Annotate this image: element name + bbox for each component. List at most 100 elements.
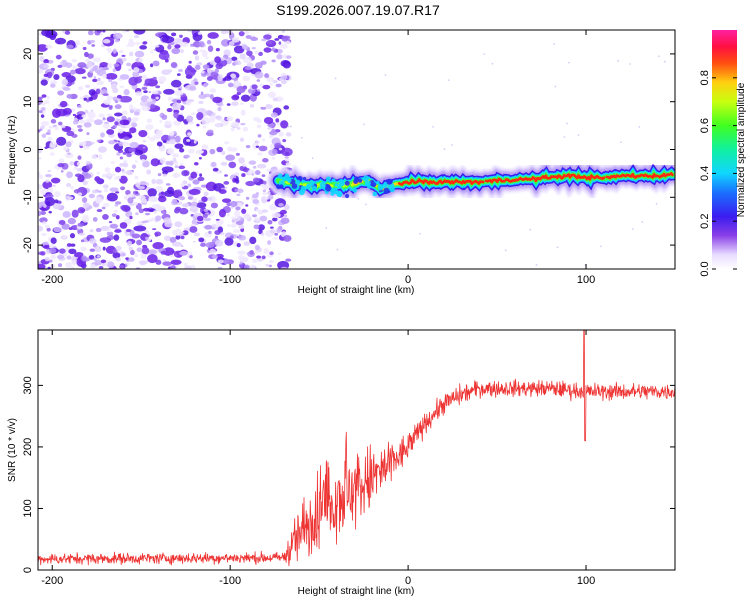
noise-speckle [44, 257, 50, 262]
noise-speckle [103, 99, 112, 106]
noise-speckle [253, 117, 260, 122]
noise-speckle [114, 229, 122, 233]
noise-speckle [246, 50, 253, 57]
noise-speckle [253, 250, 260, 254]
noise-speckle [272, 97, 279, 102]
noise-speckle [38, 149, 42, 154]
noise-speckle [247, 169, 256, 175]
noise-speckle [56, 136, 67, 146]
noise-speckle [161, 210, 166, 214]
track-speckle [331, 178, 336, 183]
noise-speckle [112, 48, 117, 54]
noise-speckle [142, 140, 147, 143]
track-core-segment [654, 174, 659, 178]
noise-speckle [214, 230, 221, 236]
noise-speckle [281, 147, 293, 157]
noise-speckle [138, 260, 148, 265]
noise-speckle [50, 83, 56, 88]
noise-speckle [106, 192, 118, 202]
noise-speckle [237, 188, 244, 193]
track-speckle [311, 185, 317, 191]
noise-speckle [133, 35, 140, 39]
noise-speckle [83, 122, 92, 128]
noise-speckle [47, 129, 51, 134]
noise-speckle [286, 55, 292, 59]
noise-speckle [261, 38, 267, 42]
noise-speckle [109, 187, 119, 192]
noise-speckle [102, 39, 111, 44]
noise-speckle [196, 62, 203, 66]
noise-speckle [365, 203, 367, 206]
noise-speckle [40, 114, 45, 118]
noise-speckle [141, 74, 148, 80]
noise-speckle [118, 128, 124, 134]
noise-speckle [118, 141, 124, 147]
noise-speckle [123, 160, 128, 164]
noise-speckle [236, 242, 241, 248]
noise-speckle [121, 168, 125, 172]
noise-speckle [174, 135, 181, 143]
noise-speckle [259, 215, 268, 222]
noise-speckle [147, 136, 151, 139]
noise-speckle [245, 144, 251, 149]
noise-speckle [96, 171, 100, 175]
noise-speckle [65, 261, 72, 269]
noise-speckle [103, 187, 109, 193]
noise-speckle [128, 68, 132, 72]
noise-speckle [93, 119, 103, 126]
noise-speckle [131, 233, 141, 239]
track-speckle [387, 179, 393, 185]
track-core-segment [661, 172, 666, 178]
noise-speckle [44, 224, 50, 229]
noise-speckle [245, 34, 252, 39]
noise-speckle [147, 249, 158, 255]
noise-speckle [123, 136, 130, 141]
noise-speckle [77, 105, 82, 109]
noise-speckle [241, 173, 246, 177]
noise-speckle [211, 226, 215, 230]
noise-speckle [241, 208, 247, 214]
noise-speckle [135, 181, 141, 188]
noise-speckle [125, 228, 132, 232]
noise-speckle [363, 123, 365, 126]
noise-speckle [82, 202, 90, 208]
snr-chart: -200 -100 0 100 0 100 200 300 Height of straig… [7, 329, 676, 597]
noise-speckle [283, 105, 290, 110]
noise-speckle [222, 198, 232, 203]
noise-speckle [135, 191, 139, 195]
noise-speckle [221, 150, 226, 155]
noise-speckle [112, 96, 118, 102]
noise-speckle [127, 197, 134, 204]
noise-speckle [85, 160, 92, 165]
noise-speckle [311, 157, 314, 160]
noise-speckle [256, 79, 261, 82]
noise-speckle [97, 77, 101, 81]
noise-speckle [102, 203, 110, 207]
noise-speckle [245, 196, 250, 200]
noise-speckle [162, 140, 167, 143]
noise-speckle [226, 103, 231, 106]
noise-speckle [245, 180, 256, 187]
noise-speckle [78, 232, 86, 236]
noise-speckle [49, 259, 53, 263]
noise-speckle [149, 103, 156, 109]
y-tick-label: 0 [22, 146, 34, 152]
noise-speckle [73, 253, 79, 258]
noise-speckle [196, 202, 207, 209]
noise-speckle [254, 50, 260, 54]
noise-speckle [217, 259, 225, 264]
track-speckle [338, 180, 345, 187]
noise-speckle [268, 259, 275, 264]
noise-speckle [280, 43, 288, 49]
noise-speckle [115, 257, 121, 262]
noise-speckle [176, 189, 181, 192]
noise-speckle [134, 253, 139, 258]
noise-speckle [252, 177, 260, 183]
noise-speckle [126, 262, 130, 266]
noise-speckle [160, 191, 165, 195]
noise-speckle [165, 183, 171, 186]
noise-speckle [529, 228, 532, 231]
noise-speckle [137, 185, 145, 190]
noise-speckle [96, 139, 102, 143]
noise-speckle [77, 128, 83, 132]
